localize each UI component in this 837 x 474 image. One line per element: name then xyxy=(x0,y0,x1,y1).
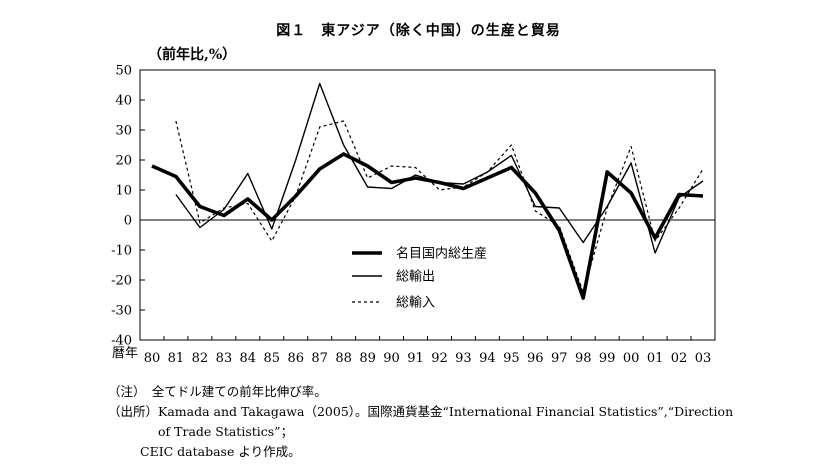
legend-label: 名目国内総生産 xyxy=(396,246,487,262)
chart-title: 図１ 東アジア（除く中国）の生産と貿易 xyxy=(276,23,561,39)
footnotes: （注） 全てドル建ての前年比伸び率。 （出所）Kamada and Takaga… xyxy=(108,382,733,462)
legend-label: 総輸入 xyxy=(396,296,435,311)
x-tick-label: 01 xyxy=(647,351,664,366)
y-tick-label: -40 xyxy=(111,334,132,349)
x-tick-label: 81 xyxy=(168,351,185,366)
y-tick-label: -30 xyxy=(111,304,132,319)
x-tick-label: 84 xyxy=(240,351,257,366)
x-tick-label: 97 xyxy=(551,351,568,366)
y-tick-label: 20 xyxy=(115,154,132,169)
y-tick-label: 10 xyxy=(115,184,132,199)
x-tick-label: 89 xyxy=(359,351,376,366)
note-line: （注） 全てドル建ての前年比伸び率。 xyxy=(108,384,327,399)
series-line-dotted xyxy=(175,120,704,293)
x-tick-label: 85 xyxy=(263,351,280,366)
x-tick-label: 95 xyxy=(503,351,520,366)
x-axis-label: 暦年 xyxy=(112,346,138,361)
source-line-cont: of Trade Statistics”； xyxy=(158,424,294,439)
x-tick-label: 99 xyxy=(599,351,616,366)
x-tick-label: 83 xyxy=(216,351,233,366)
x-tick-label: 93 xyxy=(455,351,472,366)
y-axis-unit-label: （前年比,%） xyxy=(148,47,237,63)
x-tick-label: 80 xyxy=(144,351,161,366)
y-tick-label: 30 xyxy=(115,124,132,139)
x-tick-label: 03 xyxy=(695,351,712,366)
x-tick-label: 94 xyxy=(479,351,496,366)
source-line-cont: CEIC database より作成。 xyxy=(140,444,301,459)
x-tick-label: 00 xyxy=(623,351,640,366)
y-tick-label: 40 xyxy=(115,94,132,109)
x-tick-label: 02 xyxy=(671,351,688,366)
source-line: （出所）Kamada and Takagawa（2005）。国際通貨基金“Int… xyxy=(108,404,734,419)
y-tick-label: 50 xyxy=(115,64,132,79)
series-line-thin xyxy=(175,82,704,254)
series-line-thick xyxy=(151,152,704,300)
x-tick-label: 96 xyxy=(527,351,544,366)
x-tick-label: 86 xyxy=(287,351,304,366)
y-tick-label: -10 xyxy=(111,244,132,259)
x-tick-label: 87 xyxy=(311,351,328,366)
x-tick-label: 92 xyxy=(431,351,448,366)
x-tick-label: 90 xyxy=(383,351,400,366)
y-tick-label: 0 xyxy=(124,214,132,229)
x-tick-label: 88 xyxy=(335,351,352,366)
x-tick-label: 82 xyxy=(192,351,209,366)
x-tick-label: 91 xyxy=(407,351,424,366)
x-tick-label: 98 xyxy=(575,351,592,366)
y-tick-label: -20 xyxy=(111,274,132,289)
legend-label: 総輸出 xyxy=(396,270,435,285)
